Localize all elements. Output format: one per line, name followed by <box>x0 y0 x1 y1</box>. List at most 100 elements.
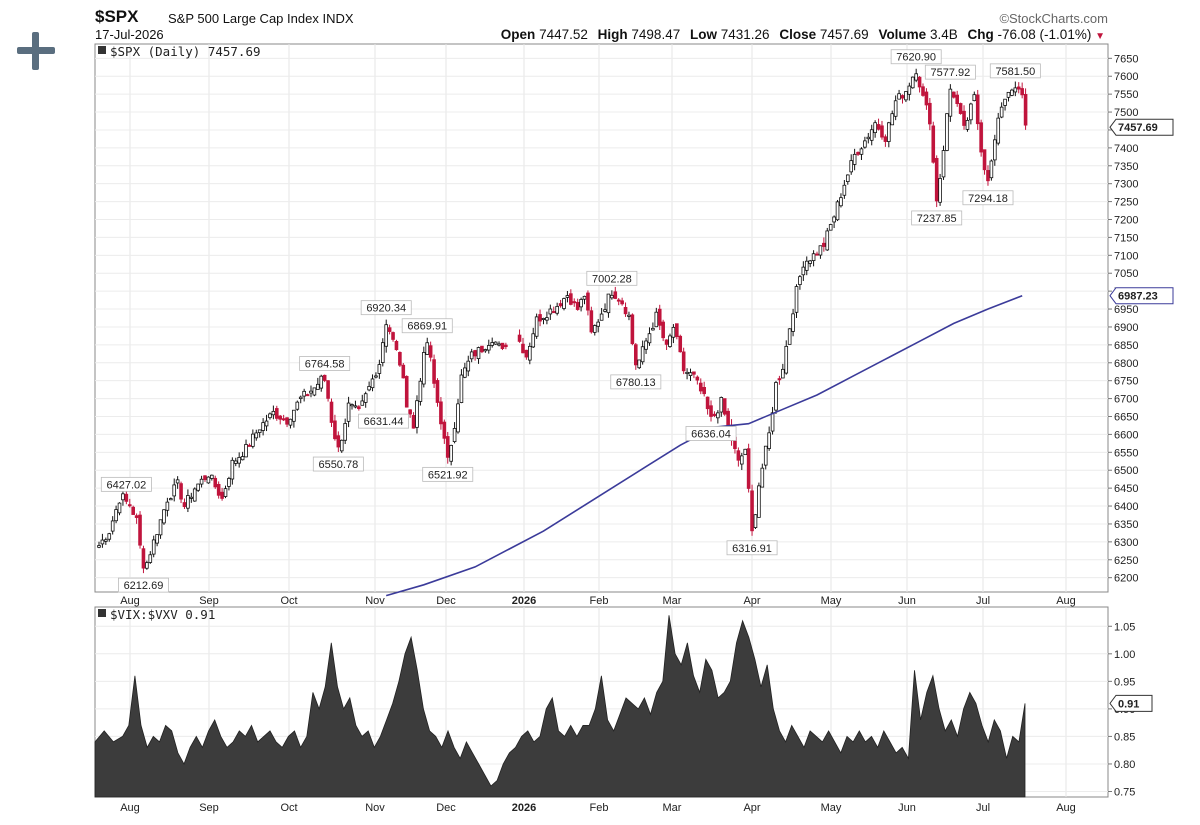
volume-value: 3.4B <box>929 27 958 42</box>
candle-body <box>873 122 877 134</box>
x-tick-label: Mar <box>663 595 682 607</box>
annotation-box <box>312 456 364 472</box>
annotation-box <box>358 413 410 429</box>
candle-body <box>634 344 638 366</box>
candle-body <box>910 76 915 89</box>
ma-value-tag: 6987.23 <box>1118 291 1158 303</box>
x-tick-label: Jun <box>898 802 916 814</box>
brand-logo[interactable]: ©StockCharts.com <box>999 11 1108 26</box>
candle-body <box>842 184 847 196</box>
candle-body <box>534 316 539 337</box>
price-annotations: 6427.02 6212.69 6764.58 6550.78 6920.346869.… <box>100 49 1041 593</box>
candle-body <box>579 299 583 308</box>
candle-body <box>189 496 194 499</box>
candle-body <box>828 224 833 231</box>
candle-body <box>695 376 700 381</box>
candle-body <box>350 404 354 407</box>
candle-body <box>900 95 905 99</box>
x-tick-label: 2026 <box>512 802 536 814</box>
x-tick-label: Aug <box>1056 595 1076 607</box>
candle-body <box>387 327 392 332</box>
candle-body <box>408 409 412 415</box>
candle-body <box>182 502 187 507</box>
ratio-area <box>94 615 1026 798</box>
candle-body <box>319 375 324 389</box>
candle-body <box>456 403 460 433</box>
ratio-area-series <box>94 615 1026 798</box>
candle-body <box>917 76 922 88</box>
candle-body <box>606 293 611 314</box>
candle-body <box>586 292 590 311</box>
candle-body <box>538 314 542 322</box>
candle-body <box>801 266 806 276</box>
x-tick-label: Nov <box>365 595 385 607</box>
candle-body <box>822 242 826 247</box>
candle-body <box>292 409 296 422</box>
candle-body <box>979 122 983 153</box>
candle-body <box>562 298 566 309</box>
open-label: Open <box>500 27 536 42</box>
high-label: High <box>597 27 628 42</box>
candle-body <box>770 412 775 432</box>
y-tick-label: 0.85 <box>1114 731 1135 743</box>
x-tick-label: Mar <box>663 802 682 814</box>
y-tick-label: 6650 <box>1114 411 1138 423</box>
candle-body <box>435 380 440 403</box>
candle-body <box>688 372 693 376</box>
candle-body <box>121 493 125 501</box>
candle-body <box>893 100 898 117</box>
y-tick-label: 7200 <box>1114 215 1138 227</box>
annotation-label: 6212.69 <box>124 580 164 592</box>
ma-value-tag-box <box>1109 287 1174 305</box>
add-chart-icon[interactable] <box>17 32 55 70</box>
x-tick-label: Dec <box>436 802 456 814</box>
candle-body <box>504 344 508 348</box>
candle-body <box>309 390 313 394</box>
candle-body <box>620 300 624 305</box>
y-tick-label: 6950 <box>1114 304 1138 316</box>
candle-body <box>630 314 635 345</box>
candle-body <box>989 160 994 179</box>
index-name-text: S&P 500 Large Cap Index <box>168 11 319 26</box>
candle-body <box>367 386 371 391</box>
annotation-box <box>299 356 351 371</box>
candle-body <box>401 364 406 379</box>
y-tick-label: 6700 <box>1114 394 1138 406</box>
candle-body <box>196 483 200 491</box>
candle-body <box>654 311 659 328</box>
candle-body <box>432 359 436 384</box>
y-tick-label: 1.00 <box>1114 649 1135 661</box>
y-tick-label: 1.05 <box>1114 621 1135 633</box>
candle-body <box>1013 87 1018 93</box>
candle-body <box>497 343 501 346</box>
annotation-label: 6316.91 <box>732 543 772 555</box>
candle-body <box>422 352 426 385</box>
x-tick-label: Dec <box>436 595 456 607</box>
candle-body <box>555 306 559 314</box>
ratio-legend: $VIX:$VXV 0.91 <box>98 607 215 622</box>
candle-body <box>100 539 105 545</box>
candle-body <box>285 417 289 425</box>
candle-body <box>114 509 118 522</box>
candle-body <box>791 313 795 332</box>
candle-body <box>1016 86 1021 90</box>
candle-body <box>449 444 453 462</box>
annotation-label: 6920.34 <box>366 303 406 315</box>
y-tick-label: 0.80 <box>1114 759 1135 771</box>
x-tick-label: May <box>821 802 842 814</box>
last-price-tag-box <box>1109 118 1174 136</box>
candle-body <box>962 110 966 126</box>
candle-body <box>931 125 936 163</box>
symbol-title: $SPX <box>95 7 139 26</box>
candle-body <box>452 428 457 443</box>
candle-body <box>610 294 614 299</box>
candle-body <box>811 253 816 261</box>
candle-body <box>480 345 484 353</box>
candle-body <box>668 335 672 347</box>
price-legend-text: $SPX (Daily) 7457.69 <box>110 44 261 59</box>
candle-body <box>856 151 860 155</box>
candle-body <box>698 382 703 392</box>
candle-body <box>760 467 765 488</box>
candle-body <box>384 324 389 347</box>
